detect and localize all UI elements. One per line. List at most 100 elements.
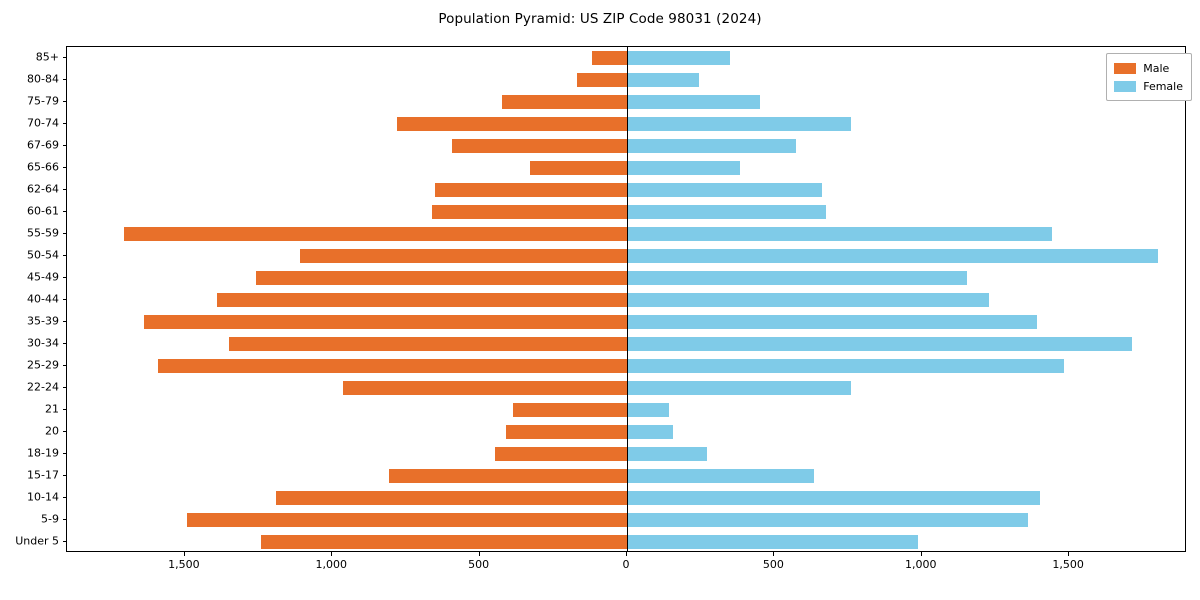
bar-row bbox=[67, 491, 1185, 505]
y-tick-mark bbox=[62, 189, 66, 190]
bar-female[interactable] bbox=[627, 403, 669, 417]
bar-female[interactable] bbox=[627, 535, 919, 549]
legend-label: Male bbox=[1143, 61, 1170, 75]
chart-title: Population Pyramid: US ZIP Code 98031 (2… bbox=[438, 11, 762, 27]
y-tick-label: 21 bbox=[45, 402, 59, 416]
bar-row bbox=[67, 535, 1185, 549]
bar-male[interactable] bbox=[256, 271, 627, 285]
bar-male[interactable] bbox=[512, 403, 627, 417]
bar-male[interactable] bbox=[342, 381, 627, 395]
bar-male[interactable] bbox=[495, 447, 627, 461]
bar-female[interactable] bbox=[627, 315, 1037, 329]
bar-male[interactable] bbox=[451, 139, 627, 153]
bar-female[interactable] bbox=[627, 359, 1064, 373]
bar-female[interactable] bbox=[627, 469, 814, 483]
x-tick-mark bbox=[773, 552, 775, 556]
bar-male[interactable] bbox=[506, 425, 627, 439]
bars-layer bbox=[67, 47, 1185, 551]
bar-female[interactable] bbox=[627, 491, 1040, 505]
y-tick-label: 20 bbox=[45, 424, 59, 438]
legend-entry[interactable]: Female bbox=[1114, 77, 1183, 95]
bar-female[interactable] bbox=[627, 161, 741, 175]
bar-female[interactable] bbox=[627, 227, 1053, 241]
bar-female[interactable] bbox=[627, 249, 1158, 263]
y-tick-label: 65-66 bbox=[27, 160, 59, 174]
legend-entry[interactable]: Male bbox=[1114, 59, 1183, 77]
bar-male[interactable] bbox=[432, 205, 627, 219]
y-tick-mark bbox=[62, 57, 66, 58]
y-axis: 85+ 80-84 75-79 70-74 67-69 65-66 62-64 60-61 55… bbox=[0, 46, 66, 552]
bar-row bbox=[67, 161, 1185, 175]
y-tick-label: 15-17 bbox=[27, 468, 59, 482]
y-tick-mark bbox=[62, 299, 66, 300]
bar-row bbox=[67, 403, 1185, 417]
y-tick-label: 30-34 bbox=[27, 336, 59, 350]
y-tick-mark bbox=[62, 277, 66, 278]
y-tick-label: 67-69 bbox=[27, 138, 59, 152]
bar-male[interactable] bbox=[261, 535, 627, 549]
bar-female[interactable] bbox=[627, 139, 797, 153]
bar-row bbox=[67, 95, 1185, 109]
x-tick-mark bbox=[1068, 552, 1070, 556]
bar-male[interactable] bbox=[397, 117, 627, 131]
y-tick-label: 70-74 bbox=[27, 116, 59, 130]
y-tick-mark bbox=[62, 365, 66, 366]
bar-row bbox=[67, 51, 1185, 65]
x-tick-mark bbox=[626, 552, 627, 556]
bar-female[interactable] bbox=[627, 447, 707, 461]
y-tick-mark bbox=[62, 211, 66, 212]
bar-male[interactable] bbox=[388, 469, 627, 483]
bar-female[interactable] bbox=[627, 73, 699, 87]
bar-male[interactable] bbox=[187, 513, 627, 527]
y-tick-label: 80-84 bbox=[27, 72, 59, 86]
bar-female[interactable] bbox=[627, 205, 827, 219]
y-tick-label: 40-44 bbox=[27, 292, 59, 306]
x-tick-label: 0 bbox=[622, 558, 630, 571]
bar-male[interactable] bbox=[299, 249, 627, 263]
bar-female[interactable] bbox=[627, 293, 989, 307]
y-tick-label: 10-14 bbox=[27, 490, 59, 504]
bar-row bbox=[67, 447, 1185, 461]
bar-male[interactable] bbox=[276, 491, 627, 505]
bar-female[interactable] bbox=[627, 271, 968, 285]
bar-row bbox=[67, 513, 1185, 527]
bar-male[interactable] bbox=[577, 73, 627, 87]
bar-female[interactable] bbox=[627, 513, 1029, 527]
x-tick-label: 500 bbox=[762, 558, 784, 571]
bar-female[interactable] bbox=[627, 183, 822, 197]
y-tick-mark bbox=[62, 123, 66, 124]
y-tick-label: 75-79 bbox=[27, 94, 59, 108]
y-tick-label: 35-39 bbox=[27, 314, 59, 328]
bar-row bbox=[67, 139, 1185, 153]
bar-male[interactable] bbox=[591, 51, 627, 65]
bar-female[interactable] bbox=[627, 425, 673, 439]
x-tick-label: 1,500 bbox=[168, 558, 200, 571]
chart-legend[interactable]: Male Female bbox=[1106, 53, 1192, 101]
y-tick-mark bbox=[62, 431, 66, 432]
y-tick-mark bbox=[62, 233, 66, 234]
bar-male[interactable] bbox=[435, 183, 627, 197]
zero-axis-line bbox=[627, 47, 628, 551]
bar-row bbox=[67, 469, 1185, 483]
bar-female[interactable] bbox=[627, 95, 760, 109]
bar-female[interactable] bbox=[627, 51, 731, 65]
bar-male[interactable] bbox=[123, 227, 627, 241]
bar-row bbox=[67, 271, 1185, 285]
bar-male[interactable] bbox=[143, 315, 627, 329]
bar-female[interactable] bbox=[627, 337, 1132, 351]
bar-female[interactable] bbox=[627, 117, 851, 131]
x-tick-label: 1,000 bbox=[315, 558, 348, 571]
bar-male[interactable] bbox=[228, 337, 627, 351]
bar-male[interactable] bbox=[216, 293, 627, 307]
y-tick-label: 60-61 bbox=[27, 204, 59, 218]
y-tick-mark bbox=[62, 519, 66, 520]
x-tick-label: 500 bbox=[468, 558, 490, 571]
bar-male[interactable] bbox=[502, 95, 627, 109]
bar-row bbox=[67, 359, 1185, 373]
bar-male[interactable] bbox=[529, 161, 627, 175]
bar-male[interactable] bbox=[158, 359, 627, 373]
bar-row bbox=[67, 249, 1185, 263]
y-tick-label: 25-29 bbox=[27, 358, 59, 372]
plot-area bbox=[66, 46, 1186, 552]
bar-female[interactable] bbox=[627, 381, 851, 395]
